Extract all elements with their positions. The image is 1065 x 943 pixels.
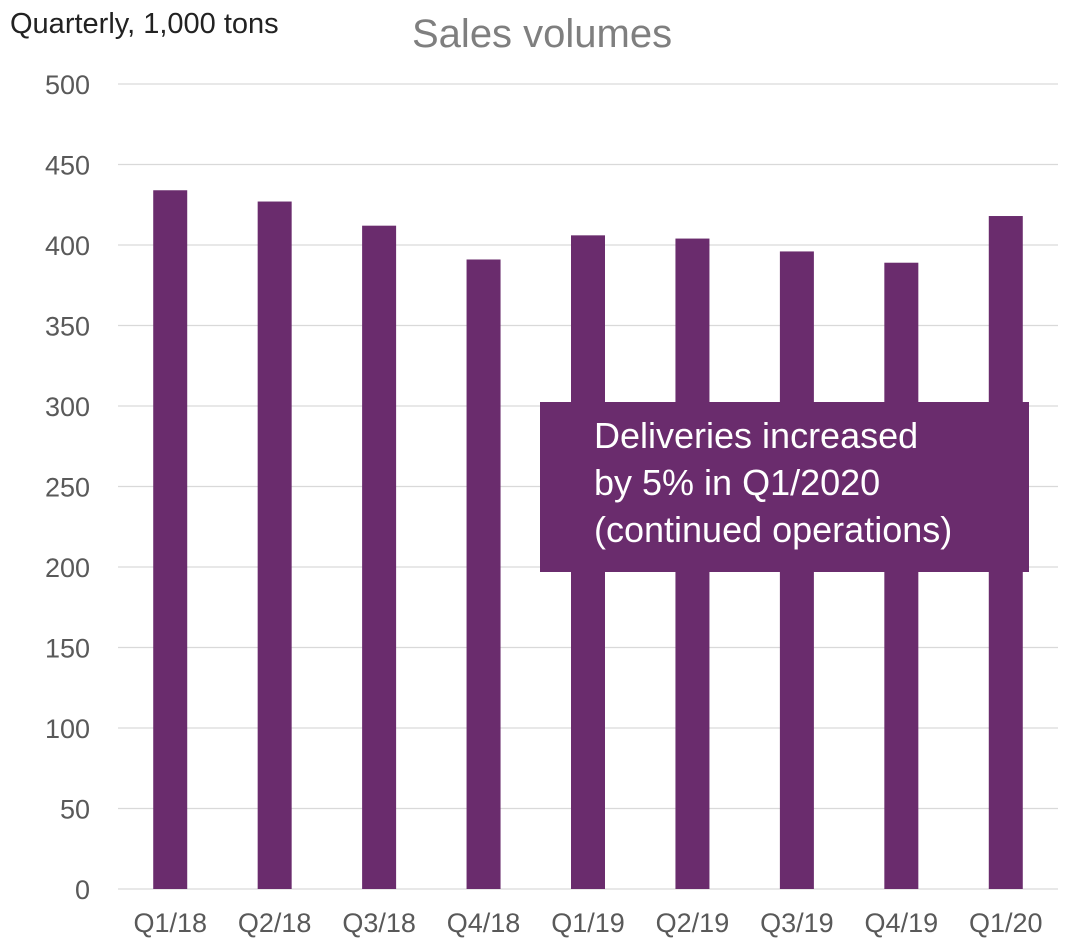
x-tick-label: Q2/18 [238,908,312,938]
x-tick-label: Q4/19 [865,908,939,938]
y-tick-label: 200 [45,553,90,583]
y-tick-label: 250 [45,473,90,503]
y-tick-label: 300 [45,392,90,422]
x-tick-label: Q3/18 [342,908,416,938]
bar [884,262,919,890]
y-tick-label: 450 [45,151,90,181]
bar [153,190,188,889]
bar [362,225,397,889]
x-tick-label: Q2/19 [656,908,730,938]
y-tick-label: 100 [45,714,90,744]
y-tick-label: 400 [45,231,90,261]
x-tick-label: Q1/18 [133,908,207,938]
x-axis-tick-labels: Q1/18 Q2/18 Q3/18 Q4/18 Q1/19 Q2/19 Q3/19 Q4/19… [133,908,1042,938]
y-axis-unit-label: Quarterly, 1,000 tons [10,8,279,40]
y-tick-label: 500 [45,70,90,100]
x-tick-label: Q3/19 [760,908,834,938]
annotation-callout: Deliveries increased by 5% in Q1/2020 (c… [540,402,1029,572]
y-tick-label: 150 [45,634,90,664]
y-axis-tick-labels: 0 50 100 150 200 250 300 350 400 450 500 [45,70,90,905]
annotation-line-1: Deliveries increased [594,415,919,456]
x-tick-label: Q4/18 [447,908,521,938]
annotation-line-3: (continued operations) [594,509,953,550]
x-tick-label: Q1/19 [551,908,625,938]
bar [466,259,501,889]
y-tick-label: 50 [60,795,90,825]
y-tick-label: 350 [45,312,90,342]
x-tick-label: Q1/20 [969,908,1043,938]
y-tick-label: 0 [75,875,90,905]
annotation-line-2: by 5% in Q1/2020 [594,462,881,503]
bar [257,201,292,889]
chart-title: Sales volumes [412,12,673,56]
